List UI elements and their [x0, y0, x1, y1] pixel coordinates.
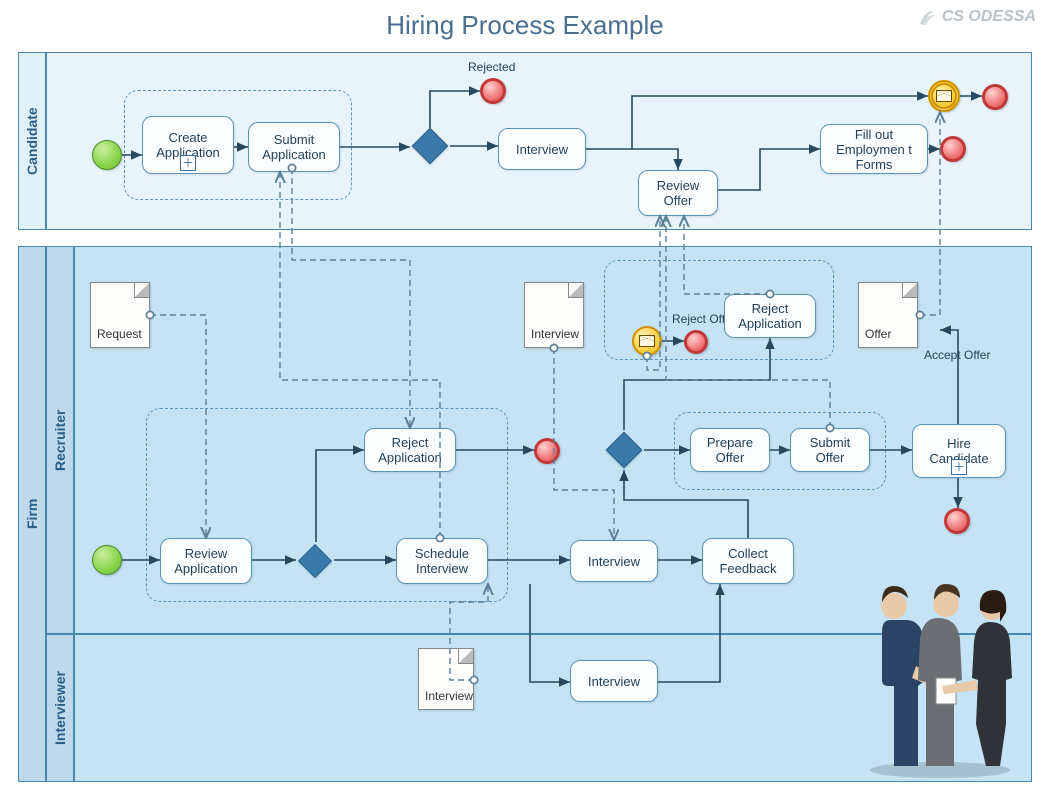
- end-event-reject_offer_end[interactable]: [684, 330, 708, 354]
- pool-header-firm: Firm: [18, 246, 46, 782]
- subprocess-icon: ＋: [180, 155, 196, 171]
- task-create_app[interactable]: Create Application＋: [142, 116, 234, 174]
- task-hire_cand[interactable]: Hire Candidate＋: [912, 424, 1006, 478]
- label-accept-offer: Accept Offer: [924, 348, 1024, 362]
- lane-header-recruiter: Recruiter: [46, 246, 74, 634]
- message-event-cand_msg[interactable]: [928, 80, 960, 112]
- task-submit_offer[interactable]: Submit Offer: [790, 428, 870, 472]
- message-event-reject_offer_msg[interactable]: [632, 326, 662, 356]
- task-interview_ivw[interactable]: Interview: [570, 660, 658, 702]
- start-event-rec_start[interactable]: [92, 545, 122, 575]
- task-reject_app_l[interactable]: Reject Application: [364, 428, 456, 472]
- envelope-icon: [639, 335, 655, 347]
- task-submit_app[interactable]: Submit Application: [248, 122, 340, 172]
- document-doc_offer: Offer: [858, 282, 918, 348]
- start-event-cand_start[interactable]: [92, 140, 122, 170]
- task-collect_fb[interactable]: Collect Feedback: [702, 538, 794, 584]
- task-interview_cand[interactable]: Interview: [498, 128, 586, 170]
- task-reject_app_r[interactable]: Reject Application: [724, 294, 816, 338]
- end-event-cand_msg_end[interactable]: [982, 84, 1008, 110]
- end-event-reject_app_l_end[interactable]: [534, 438, 560, 464]
- document-doc_interview2: Interview: [418, 648, 474, 710]
- document-doc_request: Request: [90, 282, 150, 348]
- end-event-hire_end[interactable]: [944, 508, 970, 534]
- logo: CS ODESSA: [916, 6, 1036, 28]
- task-prepare_offer[interactable]: Prepare Offer: [690, 428, 770, 472]
- end-label-rejected_end: Rejected: [468, 60, 548, 74]
- document-label: Interview: [531, 327, 579, 341]
- document-doc_interview1: Interview: [524, 282, 584, 348]
- envelope-icon: [936, 90, 952, 102]
- document-label: Interview: [425, 689, 473, 703]
- lane-header-interviewer: Interviewer: [46, 634, 74, 782]
- logo-text: CS ODESSA: [942, 8, 1036, 26]
- logo-swoosh-icon: [916, 6, 938, 28]
- task-interview_rec[interactable]: Interview: [570, 540, 658, 582]
- end-event-forms_end[interactable]: [940, 136, 966, 162]
- pool-header-candidate: Candidate: [18, 52, 46, 230]
- end-event-rejected_end[interactable]: [480, 78, 506, 104]
- task-fill_forms[interactable]: Fill out Employmen t Forms: [820, 124, 928, 174]
- subprocess-icon: ＋: [951, 459, 967, 475]
- task-review_offer[interactable]: Review Offer: [638, 170, 718, 216]
- diagram-title: Hiring Process Example: [0, 10, 1050, 41]
- task-review_app[interactable]: Review Application: [160, 538, 252, 584]
- people-illustration: [850, 560, 1030, 780]
- document-label: Request: [97, 327, 142, 341]
- document-label: Offer: [865, 327, 891, 341]
- task-schedule_int[interactable]: Schedule Interview: [396, 538, 488, 584]
